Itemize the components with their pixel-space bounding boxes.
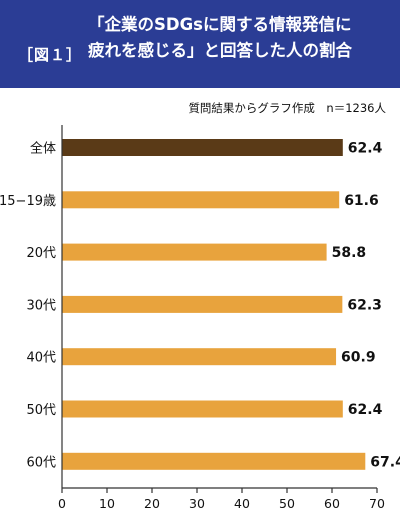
category-label-1: 15−19歳 — [0, 194, 56, 209]
category-label-6: 60代 — [26, 455, 56, 470]
header-banner: ［図１］ 「企業のSDGsに関する情報発信に 疲れを感じる」と回答した人の割合 — [0, 0, 400, 88]
bar-1 — [62, 191, 340, 209]
x-tick-label-1: 10 — [99, 496, 115, 511]
value-label-1: 61.6 — [344, 193, 379, 209]
x-tick-label-0: 0 — [58, 496, 66, 511]
bar-3 — [62, 295, 343, 313]
x-tick-label-7: 70 — [369, 496, 385, 511]
value-label-3: 62.3 — [347, 297, 382, 313]
x-tick-label-5: 50 — [279, 496, 295, 511]
chart-title-line1: 「企業のSDGsに関する情報発信に — [88, 15, 352, 34]
chart-title-line2: 疲れを感じる」と回答した人の割合 — [88, 41, 352, 60]
chart-subtitle: 質問結果からグラフ作成 n＝1236人 — [188, 101, 386, 115]
category-label-4: 40代 — [26, 351, 56, 366]
value-label-4: 60.9 — [341, 350, 376, 366]
bar-5 — [62, 400, 343, 418]
value-label-6: 67.4 — [370, 454, 400, 470]
bar-4 — [62, 348, 337, 366]
chart-title: 「企業のSDGsに関する情報発信に 疲れを感じる」と回答した人の割合 — [88, 12, 393, 64]
category-label-5: 50代 — [26, 403, 56, 418]
category-label-2: 20代 — [26, 246, 56, 261]
x-tick-label-6: 60 — [324, 496, 340, 511]
x-tick-label-3: 30 — [189, 496, 205, 511]
bar-2 — [62, 243, 327, 261]
value-label-2: 58.8 — [332, 245, 367, 261]
category-label-0: 全体 — [30, 141, 56, 157]
x-tick-label-4: 40 — [234, 496, 250, 511]
bar-0 — [62, 139, 343, 156]
value-label-5: 62.4 — [348, 402, 383, 418]
value-label-0: 62.4 — [348, 141, 383, 157]
figure-label: ［図１］ — [18, 46, 83, 64]
x-tick-label-2: 20 — [144, 496, 160, 511]
category-label-3: 30代 — [26, 298, 56, 313]
bar-6 — [62, 452, 366, 470]
